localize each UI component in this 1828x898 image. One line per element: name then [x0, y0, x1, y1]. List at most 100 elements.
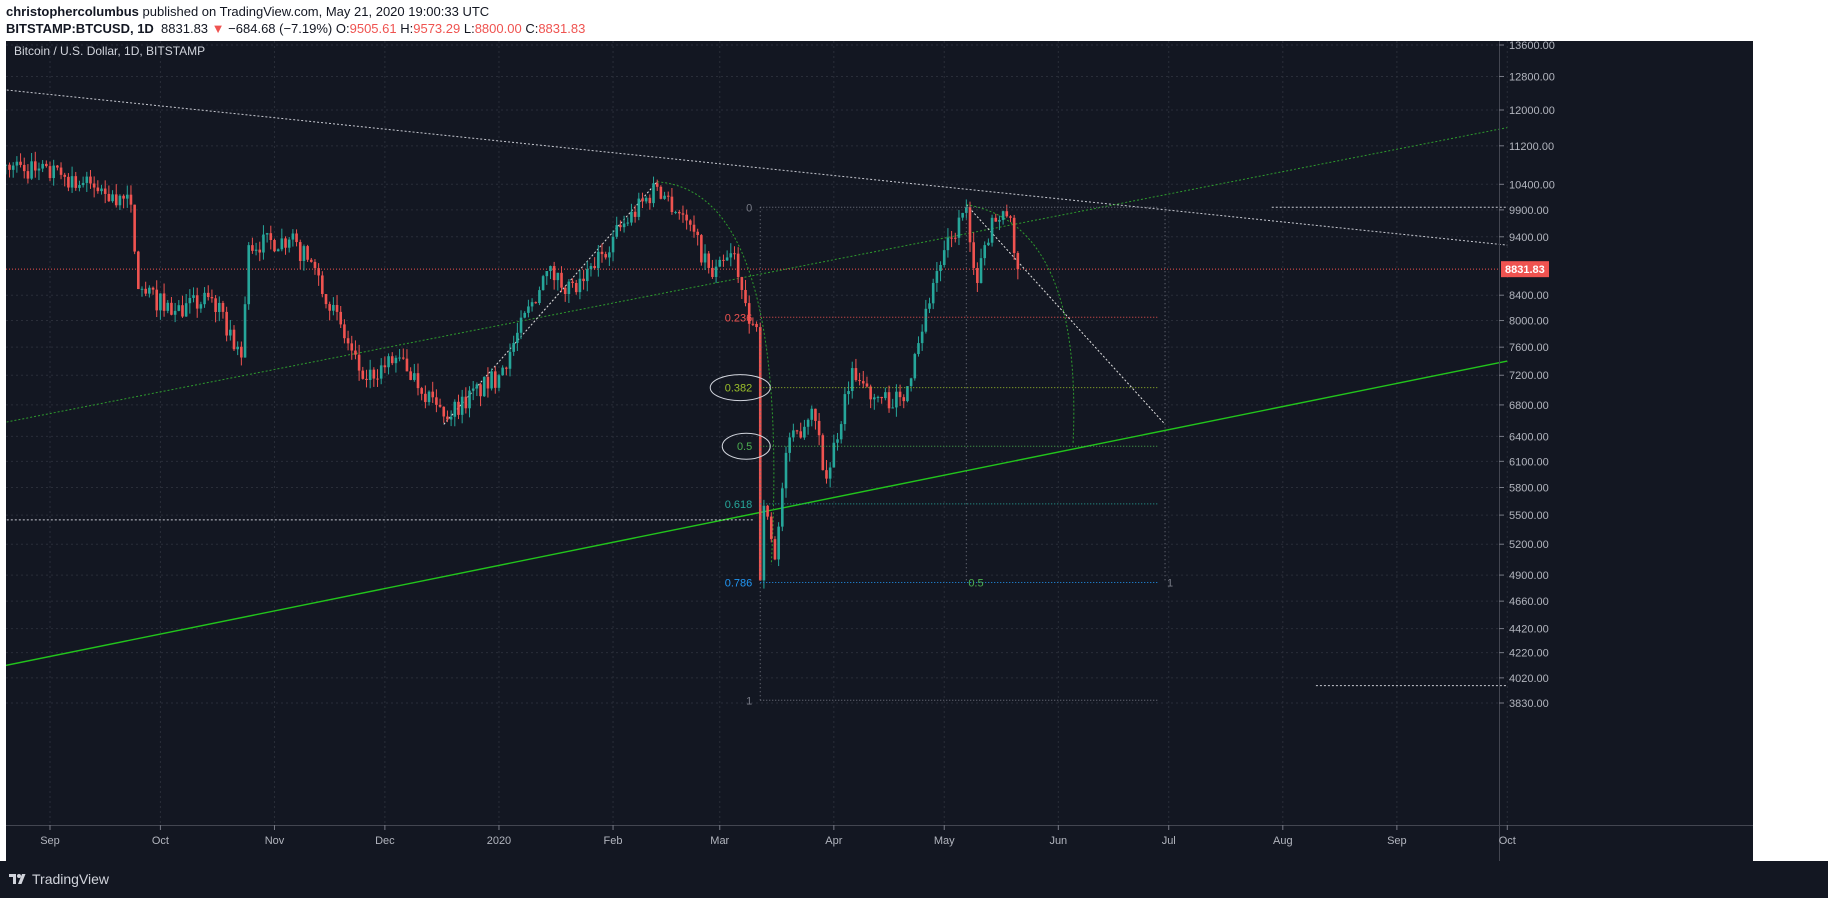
candle-body [622, 223, 626, 228]
trend-line-descending-resistance [0, 88, 1508, 246]
last-price-label: 8831.83 [161, 21, 209, 36]
candle-body [527, 306, 530, 313]
time-tick-label: Sep [40, 835, 60, 847]
candle-body [946, 237, 950, 251]
candle [1016, 251, 1020, 280]
candle-body [52, 165, 55, 179]
candle-body [744, 289, 747, 304]
price-chart[interactable]: 0 0.236 0.382 0.5 0.618 0.786 1 0.5 1 13600.00 12… [0, 40, 1753, 861]
candle [383, 356, 387, 374]
candle [390, 352, 394, 366]
candle [1009, 215, 1012, 223]
candle [630, 203, 633, 226]
candle [953, 232, 957, 243]
candle-body [828, 467, 832, 479]
candle [365, 369, 368, 388]
price-tick-label: 6100.00 [1509, 456, 1549, 468]
candle [192, 287, 195, 303]
price-tick-label: 6800.00 [1509, 400, 1549, 412]
candle [644, 196, 648, 204]
candle-body [637, 198, 641, 217]
price-tick-label: 6400.00 [1509, 431, 1549, 443]
candle-body [795, 430, 799, 432]
candle [332, 297, 335, 316]
candle-body [722, 259, 725, 261]
candle [858, 372, 861, 386]
candle [714, 259, 718, 284]
candle-body [398, 357, 401, 359]
candle-body [475, 384, 479, 389]
price-tick-label: 5800.00 [1509, 483, 1549, 495]
candle [567, 279, 571, 303]
candle-body [170, 302, 173, 315]
candle [346, 330, 350, 351]
candle-body [258, 249, 262, 253]
candle [556, 272, 560, 291]
candle-body [328, 304, 331, 311]
candle [718, 256, 722, 267]
candle [700, 234, 703, 266]
candle-body [78, 185, 81, 188]
candle [295, 229, 298, 247]
high-key: H: [400, 21, 414, 36]
candle [420, 386, 423, 401]
candle-body [96, 187, 100, 192]
candle [574, 279, 578, 295]
tradingview-brand[interactable]: TradingView [8, 871, 109, 887]
candle [869, 384, 872, 409]
candle-body [195, 295, 199, 309]
candle [828, 462, 832, 488]
fib-level-label: 0.382 [725, 383, 753, 395]
candle [799, 422, 803, 439]
fib-level-label: 0.5 [737, 441, 752, 453]
candle-body [125, 194, 129, 199]
candle-body [567, 281, 571, 294]
candle-body [663, 195, 666, 199]
candle-body [365, 378, 368, 380]
candle [711, 259, 714, 279]
candle [611, 230, 615, 262]
candle-body [659, 186, 663, 199]
candle-body [457, 401, 460, 415]
author-name[interactable]: christophercolumbus [6, 4, 139, 19]
candle [460, 389, 464, 424]
candle [291, 229, 295, 247]
candle [302, 244, 306, 271]
candle [240, 341, 243, 366]
candle-body [357, 354, 361, 371]
candle [269, 225, 273, 250]
candle [817, 413, 821, 446]
candle [26, 164, 30, 184]
candle [1012, 214, 1016, 260]
candle [608, 246, 611, 266]
open-value: 9505.61 [349, 21, 397, 36]
candle-body [453, 401, 457, 417]
chart-frame[interactable]: 0 0.236 0.382 0.5 0.618 0.786 1 0.5 1 13600.00 12… [0, 40, 1753, 861]
price-tick-label: 8000.00 [1509, 316, 1549, 328]
candle-body [578, 278, 582, 293]
candle-body [265, 233, 269, 235]
candle-body [427, 391, 431, 403]
swing-line [965, 204, 1166, 425]
candle-body [1009, 216, 1012, 218]
candle [195, 287, 199, 318]
candle-body [769, 516, 773, 540]
candle [979, 248, 983, 284]
candle-body [685, 214, 688, 221]
price-tick-label: 5200.00 [1509, 539, 1549, 551]
price-tick-label: 12800.00 [1509, 71, 1555, 83]
publish-info: christophercolumbus published on Trading… [6, 4, 489, 19]
candle [159, 293, 162, 320]
candle [287, 237, 291, 253]
candle [677, 209, 681, 220]
candle-body [880, 396, 883, 399]
candle-body [30, 161, 33, 179]
candle-body [148, 287, 151, 294]
price-tick-label: 13600.00 [1509, 41, 1555, 52]
candle [648, 194, 652, 210]
candle [942, 240, 946, 268]
trend-line-rising-trend-solid [0, 360, 1508, 668]
candle [67, 173, 70, 192]
candle [839, 421, 843, 444]
candle-body [321, 275, 324, 295]
